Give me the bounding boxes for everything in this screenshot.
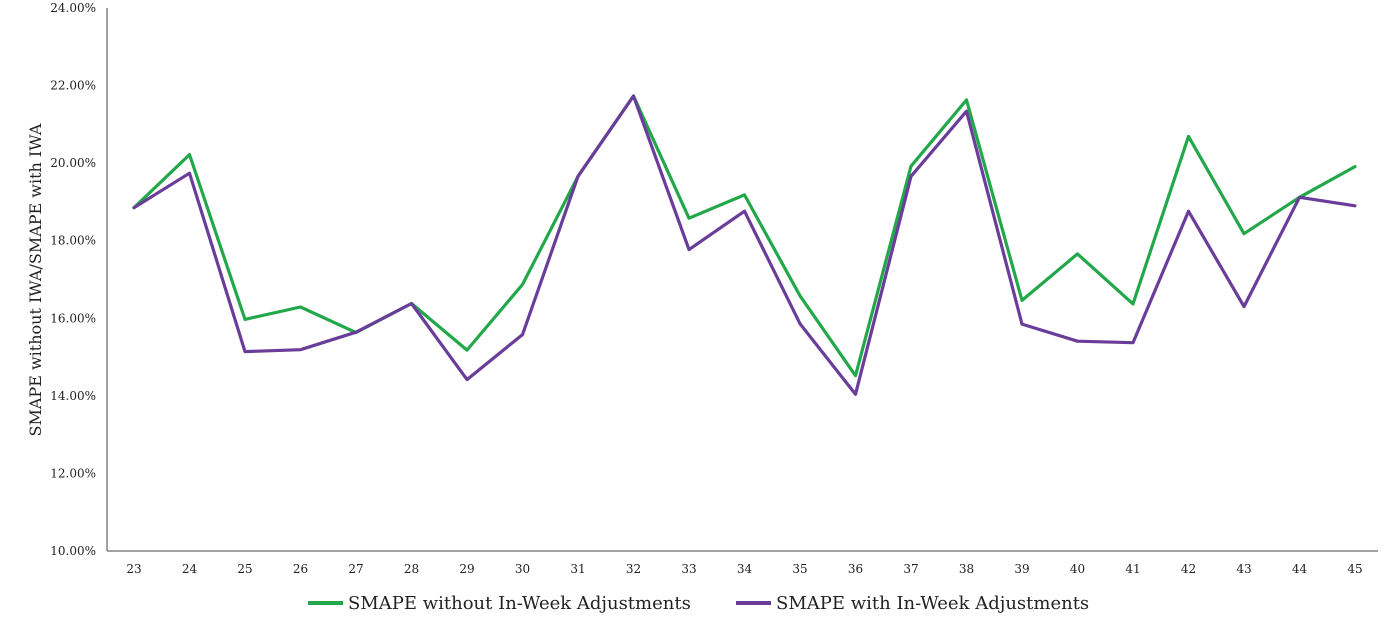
series-line-1 [132, 94, 1357, 378]
x-tick-label: 37 [903, 562, 918, 576]
x-tick-label: 25 [237, 562, 252, 576]
y-axis-title: SMAPE without IWA/SMAPE with IWA [26, 123, 45, 436]
legend-label-1: SMAPE without In-Week Adjustments [348, 593, 691, 614]
legend-label-2: SMAPE with In-Week Adjustments [776, 593, 1089, 614]
x-tick-label: 34 [737, 562, 753, 576]
x-tick-label: 38 [959, 562, 974, 576]
x-tick-label: 30 [515, 562, 530, 576]
x-tick-label: 23 [126, 562, 141, 576]
x-tick-label: 43 [1236, 562, 1251, 576]
x-tick-label: 24 [182, 562, 198, 576]
x-ticks: 23 24 25 26 27 28 29 30 31 32 33 34 35 36 37 38 39 40 41 42… [126, 562, 1362, 576]
x-tick-label: 41 [1125, 562, 1140, 576]
y-tick-label: 12.00% [50, 466, 96, 480]
y-tick-label: 14.00% [50, 389, 96, 403]
x-tick-label: 26 [293, 562, 308, 576]
y-tick-label: 24.00% [50, 1, 96, 15]
x-tick-label: 28 [404, 562, 419, 576]
y-tick-label: 16.00% [50, 311, 96, 325]
series-lines [132, 94, 1357, 396]
y-tick-label: 10.00% [50, 544, 96, 558]
y-ticks: 24.00% 22.00% 20.00% 18.00% 16.00% 14.00% 12.0… [50, 1, 96, 558]
x-tick-label: 40 [1070, 562, 1085, 576]
y-tick-label: 18.00% [50, 234, 96, 248]
x-tick-label: 27 [348, 562, 363, 576]
x-tick-label: 35 [792, 562, 807, 576]
x-tick-label: 36 [848, 562, 863, 576]
y-axis-title-group: SMAPE without IWA/SMAPE with IWA [26, 123, 45, 436]
x-tick-label: 39 [1014, 562, 1029, 576]
y-tick-label: 20.00% [50, 156, 96, 170]
x-tick-label: 44 [1292, 562, 1308, 576]
x-tick-label: 31 [570, 562, 585, 576]
x-tick-label: 42 [1181, 562, 1196, 576]
x-tick-label: 32 [626, 562, 641, 576]
x-tick-label: 29 [459, 562, 474, 576]
x-tick-label: 33 [681, 562, 696, 576]
legend: SMAPE without In-Week Adjustments SMAPE w… [308, 593, 1089, 614]
x-tick-label: 45 [1347, 562, 1362, 576]
y-tick-label: 22.00% [50, 79, 96, 93]
series-line-2 [132, 94, 1357, 396]
